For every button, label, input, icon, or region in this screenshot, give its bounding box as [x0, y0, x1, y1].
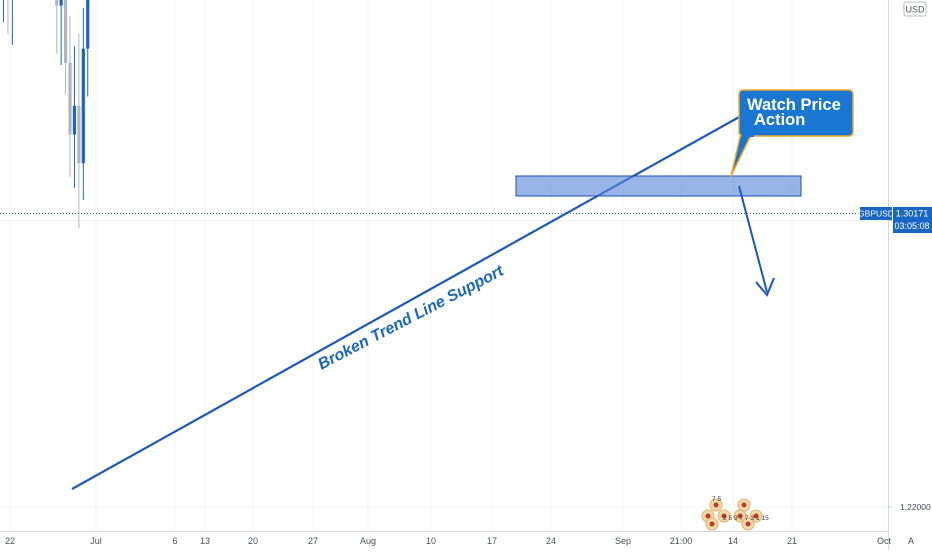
event-dot-icon	[709, 521, 715, 527]
event-dot-icon	[737, 513, 743, 519]
time-tick-label: Oct	[877, 536, 892, 546]
callout-seam-cover	[742, 131, 754, 137]
last-price-badge	[893, 207, 932, 233]
event-count-label: 5	[718, 496, 722, 503]
time-tick-label: 24	[546, 536, 556, 546]
time-tick-label: 27	[308, 536, 318, 546]
time-axis: 22 Jul 6 13 20 27 Aug 10 17 24 Sep 21:00 14 21 Oct	[5, 536, 892, 546]
countdown-label: 03:05:08	[894, 221, 929, 231]
grid	[0, 0, 888, 531]
candle-body	[72, 105, 77, 135]
time-tick-label: 22	[5, 536, 15, 546]
time-tick-label: 21:00	[670, 536, 693, 546]
time-tick-label: 21	[787, 536, 797, 546]
time-tick-label: Jul	[90, 536, 102, 546]
time-tick-label: 13	[200, 536, 210, 546]
time-tick-label: 20	[248, 536, 258, 546]
time-tick-label: 6	[172, 536, 177, 546]
event-count-label: 15	[762, 515, 770, 522]
symbol-badge[interactable]	[860, 207, 892, 220]
auto-scale-button[interactable]: A	[908, 536, 914, 546]
last-price-label: 1.30171	[896, 209, 929, 219]
event-count-label: 7	[740, 515, 744, 522]
event-count-label: 9	[734, 515, 738, 522]
resistance-zone[interactable]	[515, 175, 802, 197]
candle-body	[81, 48, 85, 164]
callout-line-2: Action	[754, 111, 805, 129]
event-count-label: 1	[756, 515, 760, 522]
arrow-shaft	[738, 185, 768, 293]
time-tick-label: 10	[426, 536, 436, 546]
symbol-label: GBPUSD	[858, 209, 894, 219]
currency-label: USD	[905, 5, 925, 15]
time-tick-label: 14	[728, 536, 738, 546]
price-tick-label: 1.22000	[900, 502, 931, 512]
candle-body	[86, 0, 90, 49]
candle-body	[77, 105, 81, 164]
economic-events: 7 52 5 9 7 7 3 1 15	[701, 496, 770, 531]
event-count-label: 7	[712, 496, 716, 503]
callout-text: Watch Price Action	[747, 96, 845, 129]
candle-body	[63, 0, 68, 63]
callout-box[interactable]	[738, 89, 854, 137]
candle-body	[68, 62, 72, 135]
time-tick-label: Sep	[615, 536, 631, 546]
event-dot-icon	[745, 521, 751, 527]
arrow-head	[755, 277, 775, 297]
event-count-label: 3	[751, 515, 755, 522]
time-tick-label: Aug	[360, 536, 376, 546]
callout-line-1: Watch Price	[747, 96, 841, 114]
event-dot-icon	[753, 513, 759, 519]
currency-badge	[903, 1, 927, 17]
event-dot-icon	[713, 502, 719, 508]
event-count-label: 7	[745, 515, 749, 522]
candle-body	[55, 0, 59, 6]
event-dot-icon	[705, 513, 711, 519]
candle-body	[59, 0, 63, 6]
event-dot-icon	[721, 513, 727, 519]
event-count-label: 2	[723, 515, 727, 522]
event-count-label: 5	[729, 515, 733, 522]
candles	[3, 0, 90, 229]
time-tick-label: 17	[487, 536, 497, 546]
event-dot-icon	[741, 502, 747, 508]
